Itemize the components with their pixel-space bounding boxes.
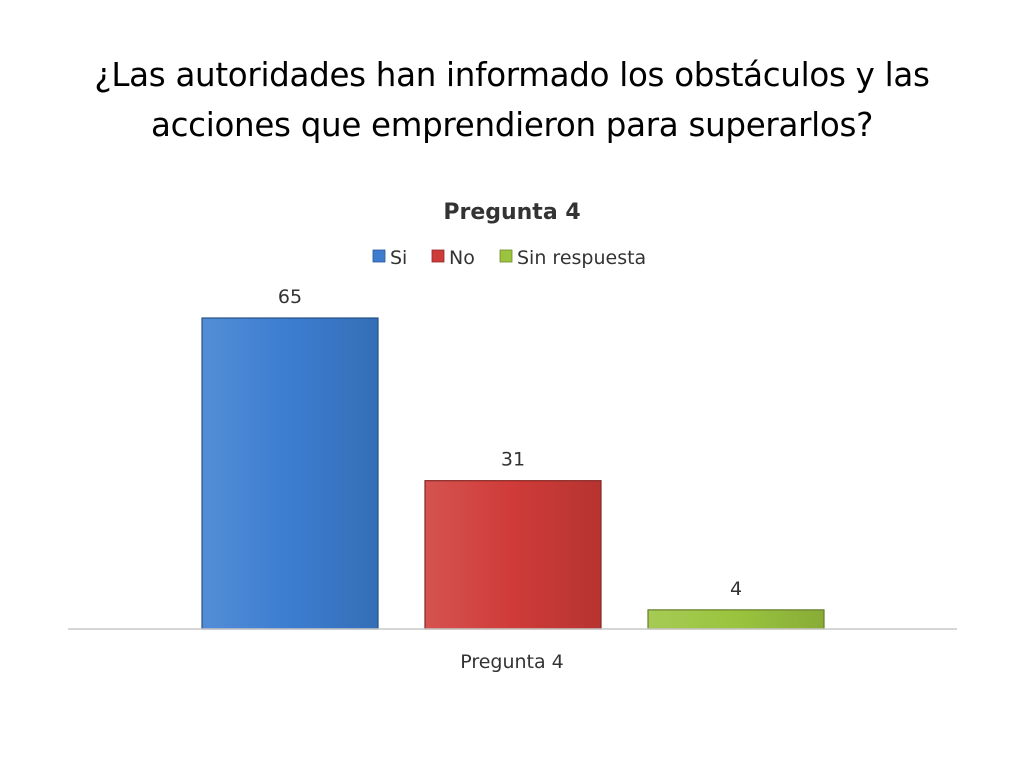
legend-swatch-no: [431, 249, 445, 263]
chart-bars: 65 31 4: [201, 286, 825, 630]
chart-legend: Si No Sin respuesta: [372, 247, 646, 269]
bar-sin-respuesta: [647, 609, 825, 630]
x-tick-label-0: Pregunta 4: [460, 651, 564, 673]
slide-title: ¿Las autoridades han informado los obstá…: [40, 50, 984, 150]
x-axis-ticks: Pregunta 4: [460, 651, 564, 673]
legend-label-no: No: [449, 247, 475, 269]
chart-title: Pregunta 4: [443, 200, 580, 225]
slide-title-line-2: acciones que emprendieron para superarlo…: [150, 106, 874, 144]
bar-no: [424, 480, 602, 630]
slide-title-line-1: ¿Las autoridades han informado los obstá…: [94, 56, 930, 94]
legend-label-si: Si: [390, 247, 407, 269]
bar-si: [201, 317, 379, 630]
legend-swatch-sin-respuesta: [499, 249, 513, 263]
data-label-no: 31: [501, 449, 525, 471]
legend-swatch-si: [372, 249, 386, 263]
data-label-sin-respuesta: 4: [730, 578, 742, 600]
data-label-si: 65: [278, 286, 302, 308]
legend-label-sin-respuesta: Sin respuesta: [517, 247, 646, 269]
